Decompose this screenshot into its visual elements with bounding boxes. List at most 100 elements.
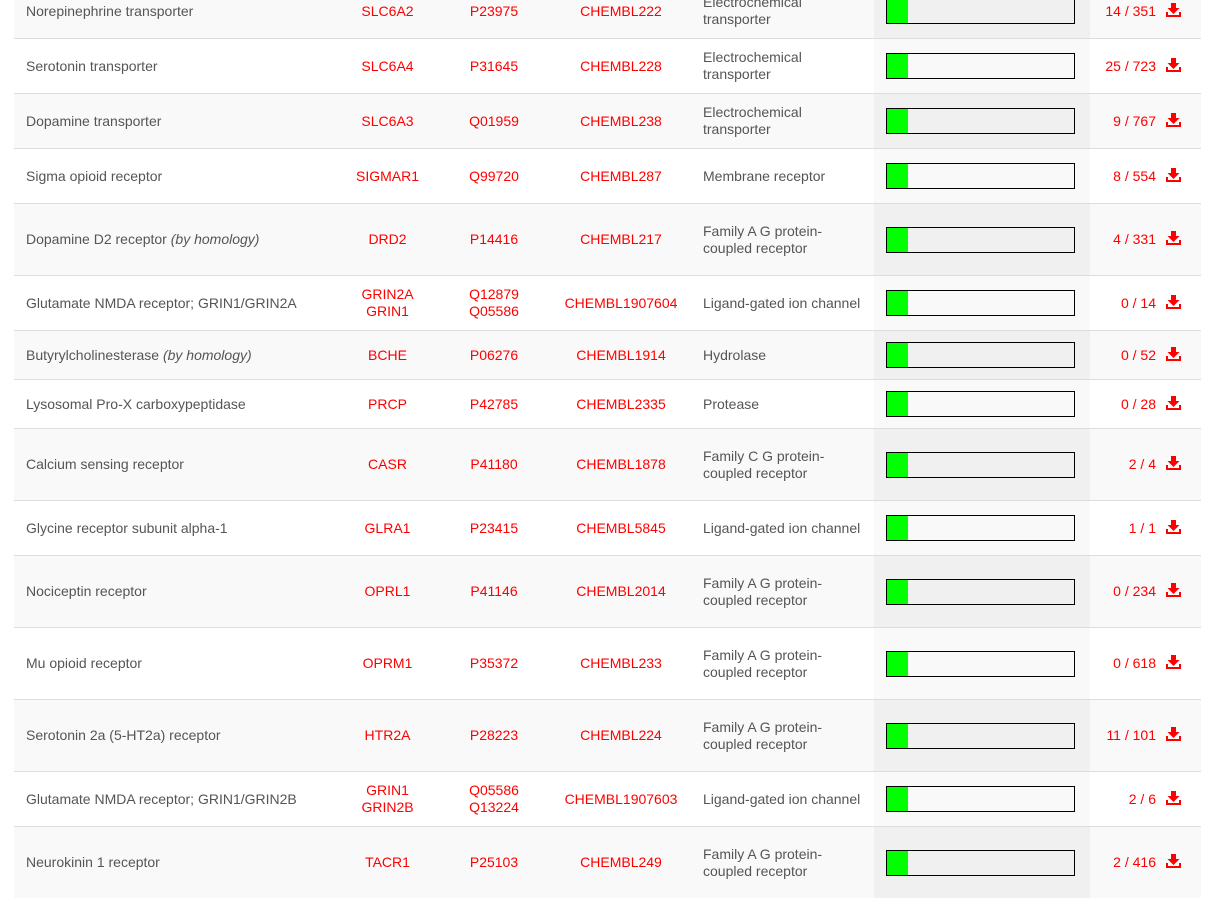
target-name: Norepinephrine transporter — [26, 2, 194, 19]
download-icon[interactable] — [1166, 727, 1181, 741]
download-icon[interactable] — [1166, 854, 1181, 868]
known-actives-link[interactable]: 2 / 4 — [1128, 456, 1156, 472]
gene-link[interactable]: OPRM1 — [362, 655, 413, 671]
chembl-link[interactable]: CHEMBL287 — [580, 167, 662, 184]
known-actives-link[interactable]: 11 / 101 — [1106, 727, 1156, 743]
target-class-cell: Ligand-gated ion channel — [691, 500, 874, 556]
probability-bar — [886, 650, 1075, 677]
known-actives-link[interactable]: 0 / 14 — [1120, 294, 1156, 311]
download-icon[interactable] — [1166, 294, 1181, 309]
chembl-link[interactable]: CHEMBL1914 — [576, 346, 666, 363]
known-actives-link[interactable]: 25 / 723 — [1105, 57, 1156, 74]
uniprot-link[interactable]: Q01959 — [469, 112, 519, 129]
gene-link[interactable]: BCHE — [368, 346, 407, 363]
uniprot-link[interactable]: P06276 — [469, 346, 519, 363]
uniprot-link[interactable]: P41180 — [470, 456, 518, 472]
gene-link[interactable]: CASR — [368, 456, 407, 472]
download-icon[interactable] — [1166, 57, 1181, 72]
gene-link[interactable]: PRCP — [368, 395, 407, 412]
gene-link[interactable]: HTR2A — [364, 727, 411, 743]
uniprot-link[interactable]: Q05586 — [469, 782, 519, 798]
table-row: Glutamate NMDA receptor; GRIN1/GRIN2A GRI… — [14, 275, 1201, 331]
known-actives-link[interactable]: 8 / 554 — [1113, 167, 1156, 184]
uniprot-link[interactable]: P42785 — [469, 395, 519, 412]
probability-bar — [886, 578, 1075, 605]
chembl-link[interactable]: CHEMBL1878 — [576, 456, 666, 472]
chembl-link[interactable]: CHEMBL238 — [580, 112, 662, 129]
target-name-cell: Serotonin 2a (5-HT2a) receptor — [14, 699, 338, 772]
chembl-link[interactable]: CHEMBL2014 — [576, 583, 666, 599]
gene-link[interactable]: GRIN1 — [366, 782, 409, 798]
gene-link[interactable]: SLC6A3 — [361, 112, 414, 129]
download-icon[interactable] — [1166, 456, 1181, 470]
known-actives-link[interactable]: 0 / 52 — [1120, 346, 1156, 363]
download-icon[interactable] — [1166, 655, 1181, 669]
known-actives-cell: 2 / 4 — [1090, 428, 1201, 501]
uniprot-link[interactable]: Q99720 — [469, 167, 519, 184]
known-actives-link[interactable]: 4 / 331 — [1113, 231, 1156, 247]
uniprot-cell: Q05586 Q13224 — [437, 771, 551, 827]
chembl-link[interactable]: CHEMBL228 — [580, 57, 662, 74]
known-actives-link[interactable]: 2 / 6 — [1128, 790, 1156, 807]
chembl-link[interactable]: CHEMBL1907603 — [564, 790, 678, 807]
uniprot-link[interactable]: P28223 — [469, 727, 519, 743]
target-class: Membrane receptor — [703, 167, 826, 184]
probability-fill — [887, 516, 908, 540]
uniprot-link[interactable]: P41146 — [470, 583, 518, 599]
gene-link[interactable]: GRIN2B — [361, 799, 414, 815]
chembl-link[interactable]: CHEMBL249 — [580, 854, 662, 870]
known-actives-link[interactable]: 0 / 234 — [1113, 583, 1156, 599]
probability-fill — [887, 787, 908, 811]
known-actives-link[interactable]: 14 / 351 — [1105, 2, 1156, 19]
download-icon[interactable] — [1166, 519, 1181, 534]
target-class-cell: Ligand-gated ion channel — [691, 275, 874, 331]
download-icon[interactable] — [1166, 112, 1181, 127]
known-actives-link[interactable]: 2 / 416 — [1113, 854, 1156, 870]
uniprot-link[interactable]: Q12879 — [469, 286, 519, 302]
gene-link[interactable]: OPRL1 — [364, 583, 411, 599]
download-icon[interactable] — [1166, 395, 1181, 410]
known-actives-link[interactable]: 0 / 28 — [1120, 395, 1156, 412]
uniprot-link[interactable]: P23415 — [469, 519, 519, 536]
gene-link[interactable]: TACR1 — [365, 854, 410, 870]
chembl-link[interactable]: CHEMBL217 — [580, 231, 662, 247]
chembl-link[interactable]: CHEMBL222 — [580, 2, 662, 19]
uniprot-link[interactable]: P31645 — [469, 57, 519, 74]
gene-link[interactable]: SIGMAR1 — [355, 167, 419, 184]
uniprot-link[interactable]: Q13224 — [469, 799, 519, 815]
chembl-link[interactable]: CHEMBL224 — [580, 727, 662, 743]
uniprot-link[interactable]: P35372 — [469, 655, 519, 671]
download-icon[interactable] — [1166, 790, 1181, 805]
uniprot-link[interactable]: P14416 — [469, 231, 519, 247]
gene-link[interactable]: SLC6A4 — [361, 57, 414, 74]
chembl-link[interactable]: CHEMBL5845 — [576, 519, 666, 536]
download-icon[interactable] — [1166, 2, 1181, 17]
download-icon[interactable] — [1166, 231, 1181, 245]
chembl-cell: CHEMBL233 — [551, 627, 691, 700]
chembl-link[interactable]: CHEMBL1907604 — [564, 294, 678, 311]
known-actives-link[interactable]: 1 / 1 — [1128, 519, 1156, 536]
download-icon[interactable] — [1166, 167, 1181, 182]
gene-link[interactable]: GLRA1 — [364, 519, 411, 536]
chembl-link[interactable]: CHEMBL2335 — [576, 395, 666, 412]
uniprot-cell: P23415 — [437, 500, 551, 556]
known-actives-cell: 2 / 6 — [1090, 771, 1201, 827]
probability-fill — [887, 343, 908, 367]
uniprot-link[interactable]: Q05586 — [469, 303, 519, 319]
target-class-cell: Electrochemical transporter — [691, 0, 874, 39]
table-row: Calcium sensing receptor CASR P41180 CHEMBL… — [14, 428, 1201, 501]
gene-link[interactable]: GRIN2A — [361, 286, 414, 302]
chembl-link[interactable]: CHEMBL233 — [580, 655, 662, 671]
uniprot-cell: P23975 — [437, 0, 551, 39]
download-icon[interactable] — [1166, 583, 1181, 597]
uniprot-cell: P41180 — [437, 428, 551, 501]
gene-link[interactable]: GRIN1 — [366, 303, 409, 319]
gene-link[interactable]: DRD2 — [368, 231, 407, 247]
gene-link[interactable]: SLC6A2 — [361, 2, 414, 19]
gene-cell: CASR — [338, 428, 437, 501]
uniprot-link[interactable]: P25103 — [469, 854, 519, 870]
uniprot-link[interactable]: P23975 — [469, 2, 519, 19]
download-icon[interactable] — [1166, 346, 1181, 361]
known-actives-link[interactable]: 0 / 618 — [1113, 655, 1156, 671]
known-actives-link[interactable]: 9 / 767 — [1113, 112, 1156, 129]
